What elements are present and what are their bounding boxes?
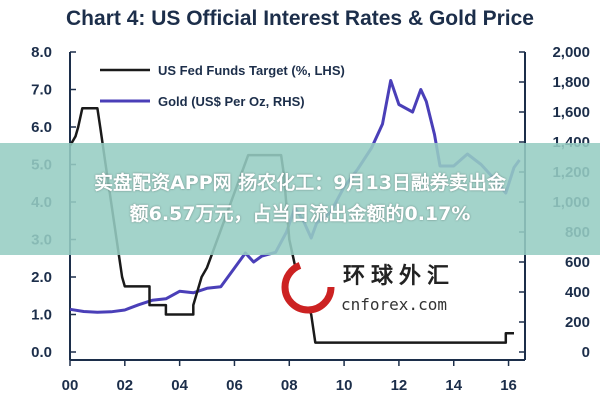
right-tick-label: 200 [565,314,590,331]
banner-line-2: 额6.57万元，占当日流出金额的0.17% [129,203,471,225]
right-tick-label: 600 [565,254,590,271]
chart-title: Chart 4: US Official Interest Rates & Go… [66,7,534,30]
left-tick-label: 2.0 [31,269,52,286]
x-tick-label: 04 [171,377,188,394]
x-tick-label: 06 [226,377,243,394]
legend-label-gold: Gold (US$ Per Oz, RHS) [158,94,305,109]
right-tick-label: 400 [565,284,590,301]
x-tick-label: 02 [116,377,133,394]
x-tick-label: 08 [281,377,298,394]
x-tick-label: 14 [445,377,462,394]
x-tick-label: 16 [500,377,517,394]
left-tick-label: 8.0 [31,44,52,61]
right-tick-label: 2,000 [552,44,590,61]
x-tick-label: 00 [62,377,79,394]
left-tick-label: 1.0 [31,307,52,324]
right-tick-label: 0 [582,344,590,361]
left-tick-label: 0.0 [31,344,52,361]
right-tick-label: 1,800 [552,74,590,91]
legend: US Fed Funds Target (%, LHS) Gold (US$ P… [100,63,345,109]
legend-label-fed: US Fed Funds Target (%, LHS) [158,63,345,78]
cnforex-watermark: 环球外汇 cnforex.com [281,260,455,314]
left-tick-label: 6.0 [31,119,52,136]
x-tick-label: 12 [391,377,408,394]
watermark-brand-en: cnforex.com [341,295,447,314]
watermark-brand-cn: 环球外汇 [343,263,455,289]
banner-line-1: 实盘配资APP网 扬农化工：9月13日融券卖出金 [94,172,506,194]
x-axis-ticks: 00 02 04 06 08 10 12 14 16 [62,360,517,394]
x-tick-label: 10 [336,377,353,394]
ad-banner-overlay[interactable]: 实盘配资APP网 扬农化工：9月13日融券卖出金 额6.57万元，占当日流出金额… [0,143,600,255]
right-tick-label: 1,600 [552,104,590,121]
watermark-logo-icon [281,260,335,314]
left-tick-label: 7.0 [31,82,52,99]
